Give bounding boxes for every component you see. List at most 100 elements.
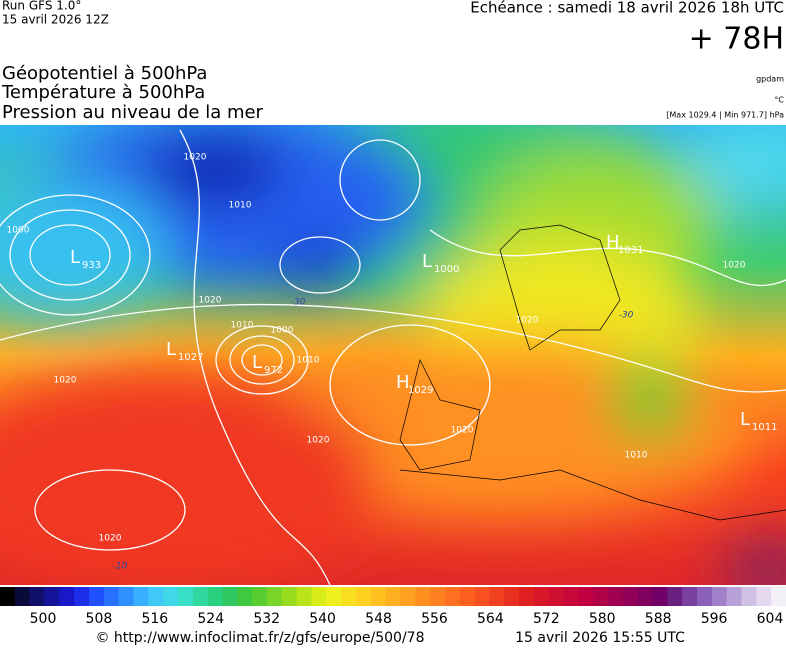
colorbar-label: 572 bbox=[533, 611, 560, 627]
field-name: Pression au niveau de la mer bbox=[2, 102, 264, 123]
color-swatch bbox=[326, 587, 342, 606]
colorbar-label: 524 bbox=[197, 611, 224, 627]
color-swatch bbox=[593, 587, 609, 606]
color-swatch bbox=[533, 587, 550, 606]
center-letter: L bbox=[740, 409, 750, 430]
isobar-label: 1010 bbox=[229, 201, 252, 211]
color-swatch bbox=[608, 587, 624, 606]
color-swatch bbox=[637, 587, 654, 606]
center-value: 933 bbox=[82, 260, 101, 271]
color-swatch bbox=[177, 587, 194, 606]
color-swatch bbox=[74, 587, 90, 606]
color-swatch bbox=[59, 587, 75, 606]
color-swatch bbox=[711, 587, 728, 606]
center-letter: L bbox=[70, 247, 80, 268]
isotherm-label: -30 bbox=[291, 298, 306, 308]
isobar-label: 1020 bbox=[99, 534, 122, 544]
color-swatch bbox=[697, 587, 713, 606]
isobar-label: 1010 bbox=[625, 451, 648, 461]
center-letter: L bbox=[422, 251, 432, 272]
isobars bbox=[0, 129, 786, 585]
center-letter: H bbox=[606, 232, 620, 253]
color-swatch bbox=[622, 587, 639, 606]
color-swatch bbox=[385, 587, 401, 606]
color-swatch bbox=[444, 587, 461, 606]
unit: gpdam bbox=[756, 75, 784, 84]
field-name: Température à 500hPa bbox=[1, 82, 205, 103]
color-swatch bbox=[430, 587, 446, 606]
color-swatch bbox=[192, 587, 209, 606]
color-swatch bbox=[415, 587, 431, 606]
isobar-label: 1020 bbox=[723, 261, 746, 271]
colorbar-label: 540 bbox=[309, 611, 336, 627]
color-swatch bbox=[311, 587, 327, 606]
color-swatch bbox=[118, 587, 134, 606]
colorbar-label: 508 bbox=[86, 611, 113, 627]
run-date: 15 avril 2026 12Z bbox=[2, 13, 109, 27]
color-swatch bbox=[103, 587, 120, 606]
color-swatch bbox=[341, 587, 357, 606]
color-swatch bbox=[400, 587, 416, 606]
color-swatch bbox=[489, 587, 505, 606]
color-swatch bbox=[0, 587, 16, 606]
isotherm-label: -10 bbox=[113, 562, 128, 572]
color-swatch bbox=[296, 587, 312, 606]
color-swatch bbox=[355, 587, 372, 606]
center-letter: H bbox=[396, 372, 410, 393]
center-value: 1027 bbox=[178, 352, 203, 363]
isobar-label: 1020 bbox=[451, 426, 474, 436]
isobar-label: 1000 bbox=[271, 326, 294, 336]
isobar-label: 1020 bbox=[199, 296, 222, 306]
colorbar-label: 596 bbox=[701, 611, 728, 627]
timestamp: 15 avril 2026 15:55 UTC bbox=[515, 630, 685, 646]
field-name: Géopotentiel à 500hPa bbox=[2, 63, 207, 84]
isobar-label: 1020 bbox=[516, 316, 539, 326]
map bbox=[0, 125, 786, 585]
isobar-label: 1020 bbox=[307, 436, 330, 446]
center-value: 1031 bbox=[618, 245, 643, 256]
color-swatch bbox=[459, 587, 476, 606]
color-swatch bbox=[148, 587, 164, 606]
color-swatch bbox=[578, 587, 594, 606]
color-swatch bbox=[266, 587, 283, 606]
isobar-label: 1010 bbox=[297, 356, 320, 366]
color-swatch bbox=[682, 587, 698, 606]
color-swatch bbox=[667, 587, 683, 606]
color-swatch bbox=[133, 587, 149, 606]
colorbar-label: 532 bbox=[253, 611, 280, 627]
color-swatch bbox=[281, 587, 298, 606]
lead-time: + 78H bbox=[689, 22, 784, 57]
color-swatch bbox=[519, 587, 535, 606]
isobar-label: 1000 bbox=[7, 226, 30, 236]
unit: [Max 1029.4 | Min 971.7] hPa bbox=[666, 111, 784, 120]
color-swatch bbox=[252, 587, 268, 606]
center-value: 1029 bbox=[408, 385, 433, 396]
isobar-label: 1010 bbox=[231, 321, 254, 331]
color-swatch bbox=[29, 587, 45, 606]
unit: °C bbox=[774, 96, 784, 105]
color-swatch bbox=[741, 587, 757, 606]
color-swatch bbox=[88, 587, 105, 606]
center-value: 1011 bbox=[752, 422, 777, 433]
center-letter: L bbox=[166, 339, 176, 360]
color-swatch bbox=[163, 587, 179, 606]
isotherm-label: -30 bbox=[619, 311, 634, 321]
colorbar-label: 548 bbox=[365, 611, 392, 627]
color-swatch bbox=[548, 587, 565, 606]
color-swatch bbox=[14, 587, 31, 606]
color-swatch bbox=[504, 587, 520, 606]
color-swatch bbox=[756, 587, 772, 606]
colorbar-label: 604 bbox=[757, 611, 784, 627]
color-swatch bbox=[474, 587, 490, 606]
center-value: 1000 bbox=[434, 264, 459, 275]
color-swatch bbox=[237, 587, 253, 606]
color-swatch bbox=[370, 587, 387, 606]
color-swatch bbox=[726, 587, 743, 606]
color-swatch bbox=[222, 587, 238, 606]
color-swatch bbox=[652, 587, 668, 606]
color-swatch bbox=[771, 587, 786, 606]
colorbar-label: 556 bbox=[421, 611, 448, 627]
center-value: 972 bbox=[264, 365, 283, 376]
coastlines bbox=[399, 224, 786, 521]
